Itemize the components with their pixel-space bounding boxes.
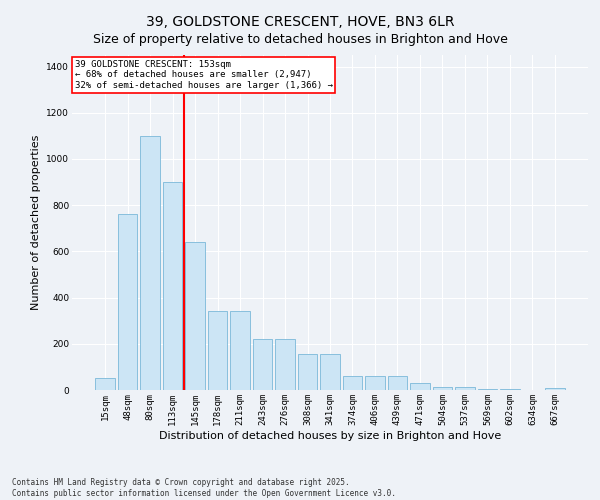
Bar <box>500 389 520 390</box>
Bar <box>230 312 250 390</box>
Text: 39, GOLDSTONE CRESCENT, HOVE, BN3 6LR: 39, GOLDSTONE CRESCENT, HOVE, BN3 6LR <box>146 15 454 29</box>
Bar <box>298 354 317 390</box>
Bar <box>388 376 407 390</box>
Bar <box>208 312 227 390</box>
Bar <box>365 376 385 390</box>
Bar <box>455 386 475 390</box>
Bar <box>140 136 160 390</box>
Text: Contains HM Land Registry data © Crown copyright and database right 2025.
Contai: Contains HM Land Registry data © Crown c… <box>12 478 396 498</box>
Bar <box>275 339 295 390</box>
X-axis label: Distribution of detached houses by size in Brighton and Hove: Distribution of detached houses by size … <box>159 430 501 440</box>
Bar <box>118 214 137 390</box>
Bar <box>163 182 182 390</box>
Text: 39 GOLDSTONE CRESCENT: 153sqm
← 68% of detached houses are smaller (2,947)
32% o: 39 GOLDSTONE CRESCENT: 153sqm ← 68% of d… <box>74 60 332 90</box>
Bar <box>343 376 362 390</box>
Bar <box>253 339 272 390</box>
Bar <box>478 389 497 390</box>
Bar <box>433 386 452 390</box>
Bar <box>95 378 115 390</box>
Bar <box>545 388 565 390</box>
Bar <box>320 354 340 390</box>
Bar <box>185 242 205 390</box>
Y-axis label: Number of detached properties: Number of detached properties <box>31 135 41 310</box>
Bar <box>410 383 430 390</box>
Text: Size of property relative to detached houses in Brighton and Hove: Size of property relative to detached ho… <box>92 32 508 46</box>
